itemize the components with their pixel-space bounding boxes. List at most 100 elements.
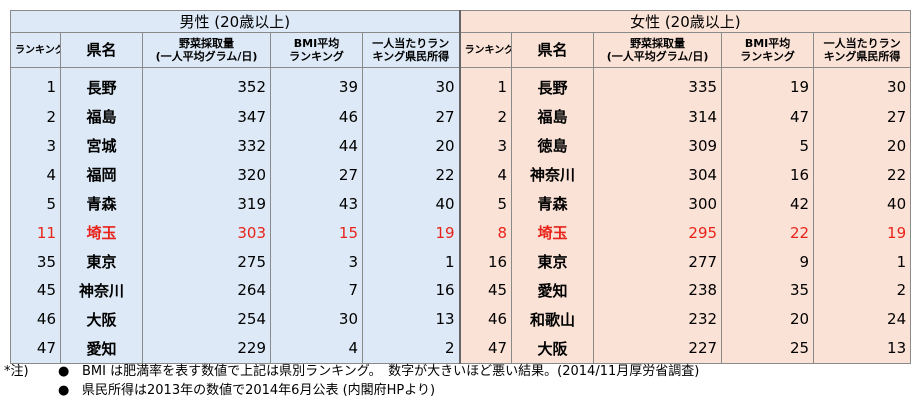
male-income: 22	[361, 160, 461, 190]
female-prefecture: 東京	[511, 247, 595, 276]
male-prefecture: 埼玉	[60, 218, 143, 248]
male-bmi: 39	[270, 67, 363, 103]
female-prefecture: 埼玉	[511, 218, 595, 248]
female-bmi: 9	[721, 247, 815, 276]
female-ranking-header: ランキング	[459, 32, 513, 68]
female-rank: 46	[459, 304, 513, 334]
male-prefecture: 愛知	[60, 333, 143, 364]
female-vegetable: 238	[593, 275, 723, 305]
table-row: 46 大阪 254 30 13 46 和歌山 232 20 24	[10, 304, 912, 334]
male-rank: 47	[10, 333, 61, 364]
male-prefecture: 長野	[60, 67, 143, 103]
male-vegetable: 303	[142, 218, 271, 248]
male-income: 27	[361, 102, 461, 132]
note-line-2: 県民所得は2013年の数値で2014年6月公表 (内閣府HPより)	[82, 383, 436, 398]
male-vegetable: 229	[142, 333, 271, 364]
male-bmi: 15	[270, 218, 363, 248]
female-vegetable: 300	[593, 189, 723, 219]
male-rank: 2	[10, 102, 61, 132]
male-income: 40	[361, 189, 461, 219]
female-income: 20	[813, 131, 912, 161]
female-vegetable: 304	[593, 160, 723, 190]
female-prefecture: 和歌山	[511, 304, 595, 334]
female-vegetable: 309	[593, 131, 723, 161]
table-row: 5 青森 319 43 40 5 青森 300 42 40	[10, 189, 912, 219]
male-prefecture: 大阪	[60, 304, 143, 334]
male-income: 1	[361, 247, 461, 276]
female-bmi: 5	[721, 131, 815, 161]
female-income-header: 一人当たりラン キング県民所得	[813, 32, 912, 68]
female-section-title: 女性 (20歳以上)	[459, 10, 912, 33]
female-income: 13	[813, 333, 912, 364]
male-prefecture: 神奈川	[60, 275, 143, 305]
male-rank: 35	[10, 247, 61, 276]
female-rank: 2	[459, 102, 513, 132]
male-bmi: 30	[270, 304, 363, 334]
female-bmi: 20	[721, 304, 815, 334]
female-rank: 8	[459, 218, 513, 248]
male-prefecture-header: 県名	[60, 32, 143, 68]
male-bmi: 44	[270, 131, 363, 161]
female-vegetable-header: 野菜採取量 (一人平均グラム/日)	[593, 32, 723, 68]
female-rank: 47	[459, 333, 513, 364]
male-bmi: 4	[270, 333, 363, 364]
female-prefecture: 徳島	[511, 131, 595, 161]
female-prefecture: 青森	[511, 189, 595, 219]
female-bmi: 47	[721, 102, 815, 132]
male-vegetable: 319	[142, 189, 271, 219]
male-vegetable: 254	[142, 304, 271, 334]
female-vegetable: 232	[593, 304, 723, 334]
ranking-table: 男性 (20歳以上) 女性 (20歳以上) ランキング 県名 野菜採取量 (一人平…	[9, 10, 912, 364]
female-rank: 1	[459, 67, 513, 103]
table-row: 4 福岡 320 27 22 4 神奈川 304 16 22	[10, 160, 912, 190]
female-bmi-header: BMI平均 ランキング	[721, 32, 815, 68]
male-ranking-header: ランキング	[10, 32, 61, 68]
female-income: 19	[813, 218, 912, 248]
female-vegetable: 335	[593, 67, 723, 103]
male-prefecture: 東京	[60, 247, 143, 276]
male-prefecture: 福岡	[60, 160, 143, 190]
female-rank: 16	[459, 247, 513, 276]
male-prefecture: 宮城	[60, 131, 143, 161]
male-income-header: 一人当たりラン キング県民所得	[361, 32, 461, 68]
table-row: 2 福島 347 46 27 2 福島 314 47 27	[10, 102, 912, 132]
female-prefecture: 神奈川	[511, 160, 595, 190]
female-vegetable: 314	[593, 102, 723, 132]
table-row: 45 神奈川 264 7 16 45 愛知 238 35 2	[10, 275, 912, 305]
male-rank: 3	[10, 131, 61, 161]
male-rank: 1	[10, 67, 61, 103]
female-income: 1	[813, 247, 912, 276]
male-vegetable: 347	[142, 102, 271, 132]
male-section-title: 男性 (20歳以上)	[9, 10, 461, 33]
female-vegetable: 227	[593, 333, 723, 364]
table-row: 3 宮城 332 44 20 3 徳島 309 5 20	[10, 131, 912, 161]
female-bmi: 16	[721, 160, 815, 190]
note-line-1: BMI は肥満率を表す数値で上記は県別ランキング。 数字が大きいほど悪い結果。(…	[82, 364, 700, 379]
note-prefix: *注)	[4, 364, 29, 379]
male-rank: 4	[10, 160, 61, 190]
male-income: 19	[361, 218, 461, 248]
male-bmi: 27	[270, 160, 363, 190]
male-vegetable-header: 野菜採取量 (一人平均グラム/日)	[142, 32, 271, 68]
highlight-row: 11 埼玉 303 15 19 8 埼玉 295 22 19	[10, 218, 912, 248]
male-income: 20	[361, 131, 461, 161]
male-rank: 11	[10, 218, 61, 248]
male-income: 30	[361, 67, 461, 103]
male-income: 16	[361, 275, 461, 305]
female-bmi: 35	[721, 275, 815, 305]
female-bmi: 42	[721, 189, 815, 219]
male-bmi-header: BMI平均 ランキング	[270, 32, 363, 68]
female-prefecture: 愛知	[511, 275, 595, 305]
male-rank: 46	[10, 304, 61, 334]
male-bmi: 3	[270, 247, 363, 276]
female-income: 22	[813, 160, 912, 190]
male-bmi: 7	[270, 275, 363, 305]
female-income: 27	[813, 102, 912, 132]
male-prefecture: 福島	[60, 102, 143, 132]
male-vegetable: 320	[142, 160, 271, 190]
female-prefecture: 長野	[511, 67, 595, 103]
female-bmi: 25	[721, 333, 815, 364]
male-vegetable: 275	[142, 247, 271, 276]
female-rank: 5	[459, 189, 513, 219]
female-rank: 45	[459, 275, 513, 305]
